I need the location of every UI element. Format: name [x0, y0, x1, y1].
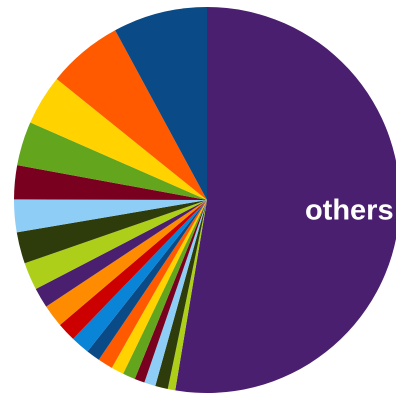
pie-slice-11	[46, 200, 207, 325]
pie-slice-4	[134, 200, 207, 383]
pie-slice-5	[123, 200, 207, 379]
pie-slice-12	[35, 200, 207, 307]
pie-slice-20	[115, 7, 207, 200]
pie-slice-1	[167, 200, 207, 391]
pie-slice-8	[87, 200, 207, 360]
pie-slices	[13, 7, 396, 393]
pie-labels: others	[305, 194, 394, 226]
pie-slice-2	[155, 200, 207, 389]
pie-slice-7	[98, 200, 207, 368]
pie-slice-3	[144, 200, 207, 386]
pie-slice-16	[14, 165, 207, 200]
pie-slice-13	[24, 200, 208, 290]
pie-slice-19	[56, 30, 208, 201]
pie-slice-9	[73, 200, 207, 352]
pie-slice-14	[16, 200, 207, 264]
pie-slice-18	[30, 78, 208, 200]
pie-slice-0	[175, 7, 396, 393]
pie-slice-15	[13, 199, 208, 233]
pie-slice-17	[17, 122, 208, 200]
pie-slice-6	[111, 200, 207, 374]
pie-slice-10	[59, 200, 208, 339]
pie-slice-label-0: others	[305, 194, 394, 226]
